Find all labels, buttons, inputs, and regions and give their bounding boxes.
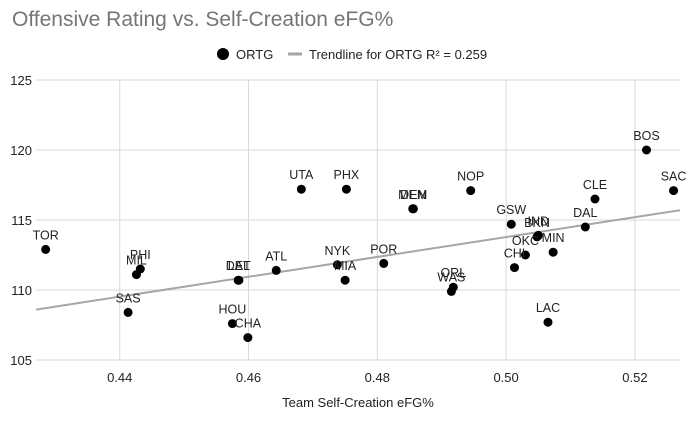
data-point-sas: [123, 307, 133, 317]
point-label-dal: DAL: [573, 206, 597, 220]
point-label-bkn: BKN: [524, 216, 550, 230]
legend: ORTG Trendline for ORTG R² = 0.259: [217, 47, 487, 62]
data-point-gsw: [506, 219, 516, 229]
chart-title: Offensive Rating vs. Self-Creation eFG%: [12, 8, 393, 31]
data-point-bos: [642, 145, 652, 155]
y-tick-label: 120: [10, 143, 32, 158]
point-label-min: MIN: [542, 231, 565, 245]
x-axis-label: Team Self-Creation eFG%: [282, 395, 434, 410]
data-point-phx: [341, 184, 351, 194]
point-label-was: WAS: [437, 270, 465, 284]
data-point-cha: [243, 333, 253, 343]
point-label-mem: MEM: [398, 188, 427, 202]
point-label-mia: MIA: [334, 259, 357, 273]
x-tick-label: 0.48: [365, 370, 390, 385]
data-point-okc: [520, 250, 530, 260]
legend-marker-ortg: [217, 48, 229, 60]
data-point-cle: [590, 194, 600, 204]
point-label-sas: SAS: [116, 291, 141, 305]
point-label-bos: BOS: [633, 129, 659, 143]
data-point-ind: [533, 230, 543, 240]
point-label-phi: PHI: [130, 248, 151, 262]
point-label-hou: HOU: [219, 303, 247, 317]
point-label-atl: ATL: [265, 249, 287, 263]
trendline: [35, 209, 681, 311]
x-tick-label: 0.50: [493, 370, 518, 385]
y-tick-label: 115: [11, 213, 32, 228]
data-point-tor: [41, 244, 51, 254]
point-label-cha: CHA: [235, 317, 262, 331]
point-label-lac: LAC: [536, 301, 560, 315]
point-label-nop: NOP: [457, 170, 484, 184]
point-label-por: POR: [370, 242, 397, 256]
data-point-atl: [271, 265, 281, 275]
point-label-sac: SAC: [661, 170, 687, 184]
data-point-min: [548, 247, 558, 257]
data-point-chi: [509, 263, 519, 273]
x-axis-tick-labels: 0.44 0.46 0.48 0.50 0.52: [107, 370, 648, 385]
point-label-okc: OKC: [512, 234, 539, 248]
data-point-uta: [296, 184, 306, 194]
data-point-dal: [580, 222, 590, 232]
point-label-cle: CLE: [583, 178, 607, 192]
point-label-chi: CHI: [504, 247, 526, 261]
data-point-phi: [135, 264, 145, 274]
point-label-det: DET: [226, 259, 251, 273]
point-label-uta: UTA: [289, 168, 314, 182]
data-point-lac: [543, 317, 553, 327]
data-point-nyk: [332, 260, 342, 270]
data-point-por: [379, 258, 389, 268]
point-label-nyk: NYK: [325, 244, 351, 258]
y-axis-tick-labels: 105 110 115 120 125: [10, 73, 32, 368]
y-tick-label: 105: [10, 353, 32, 368]
point-label-orl: ORL: [440, 266, 466, 280]
legend-label-trendline: Trendline for ORTG R² = 0.259: [309, 47, 487, 62]
point-label-gsw: GSW: [496, 203, 526, 217]
data-point-det: [233, 275, 243, 285]
data-point-mia: [340, 275, 350, 285]
point-label-lal: LAL: [228, 259, 250, 273]
data-point-nop: [466, 186, 476, 196]
data-point-orl: [448, 282, 458, 292]
data-points: [41, 145, 679, 343]
point-label-den: DEN: [400, 188, 426, 202]
x-tick-label: 0.44: [107, 370, 132, 385]
data-point-hou: [227, 319, 237, 329]
x-tick-label: 0.46: [236, 370, 261, 385]
point-label-phx: PHX: [334, 168, 360, 182]
gridlines: [36, 79, 680, 361]
y-tick-label: 110: [11, 283, 32, 298]
legend-label-ortg: ORTG: [236, 47, 273, 62]
y-tick-label: 125: [10, 73, 32, 88]
point-label-tor: TOR: [33, 228, 59, 242]
point-label-ind: IND: [528, 214, 550, 228]
x-tick-label: 0.52: [622, 370, 647, 385]
data-point-sac: [669, 186, 679, 196]
point-label-mil: MIL: [126, 254, 147, 268]
data-point-den: [408, 204, 418, 214]
